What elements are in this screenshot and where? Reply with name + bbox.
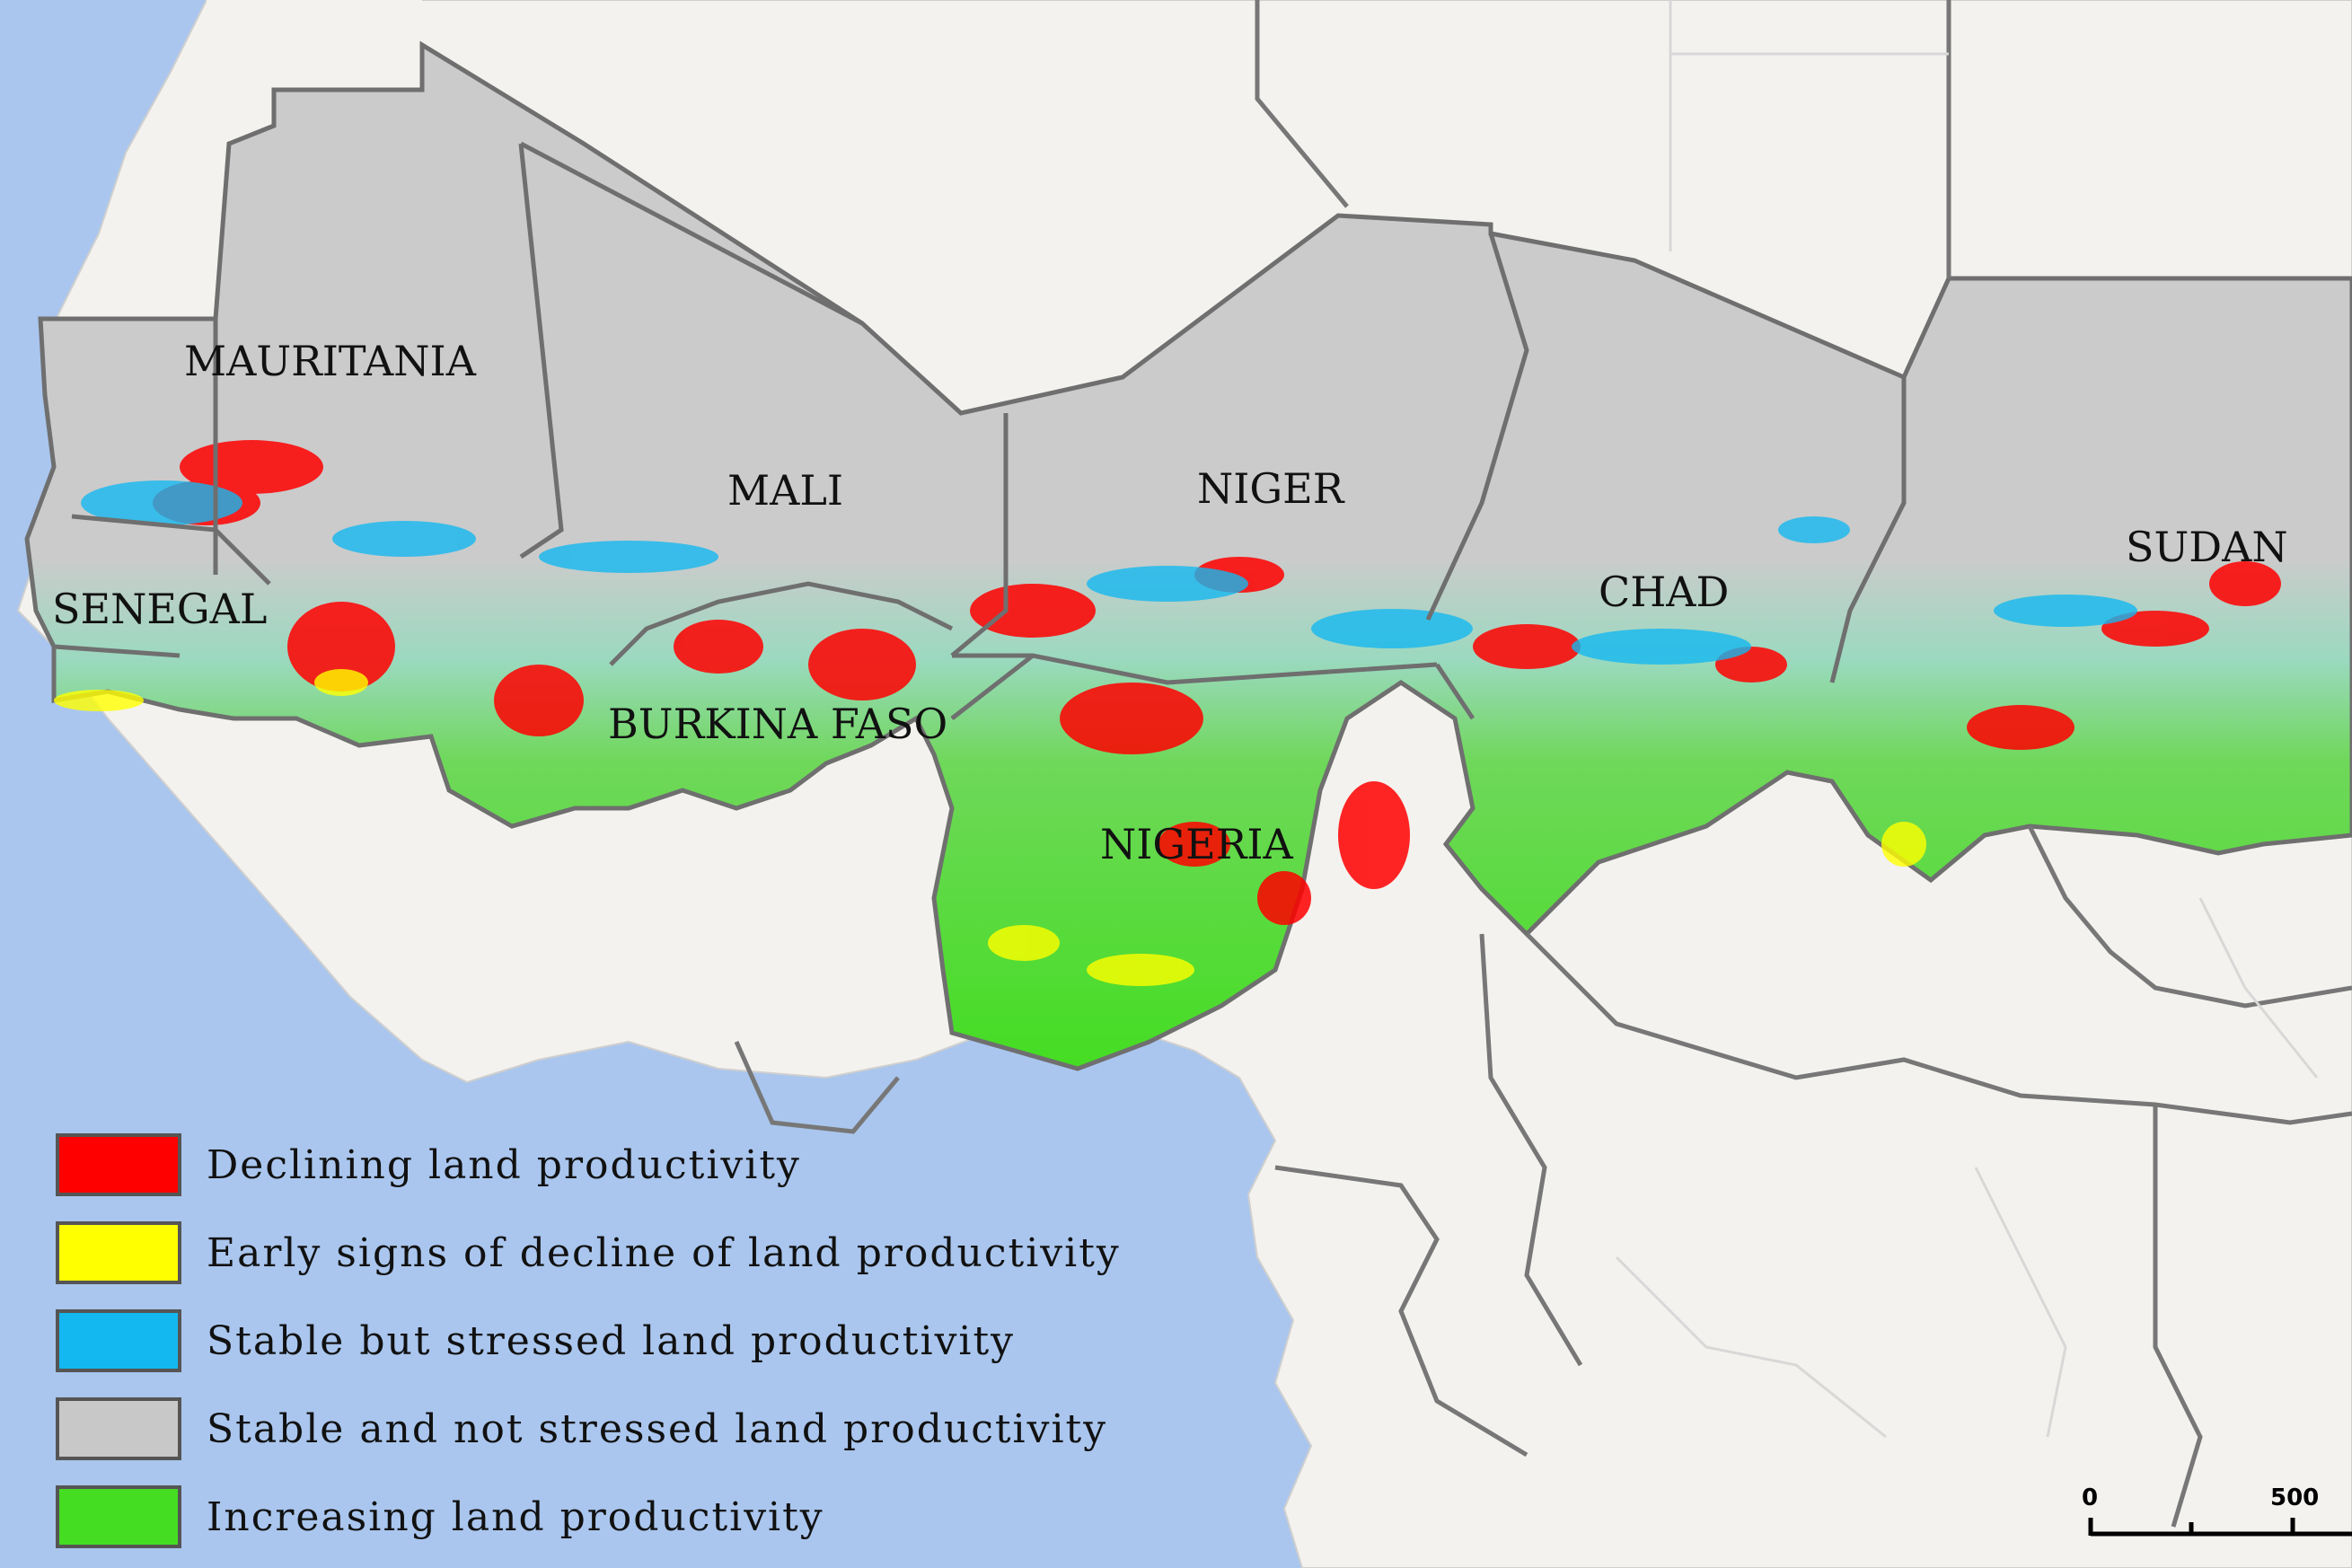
- legend-label: Early signs of decline of land productiv…: [207, 1229, 1121, 1276]
- legend-label: Stable and not stressed land productivit…: [207, 1405, 1108, 1452]
- legend-item-increasing: Increasing land productivity: [56, 1473, 1259, 1561]
- scale-bar: 0 500: [2082, 1484, 2352, 1537]
- country-borders: [53, 45, 1907, 720]
- north-africa: [207, 0, 422, 72]
- label-mauritania: MAURITANIA: [184, 337, 477, 385]
- sahel-region: [24, 40, 2352, 1071]
- legend-swatch: [56, 1133, 181, 1196]
- label-niger: NIGER: [1197, 464, 1345, 513]
- legend-label: Increasing land productivity: [207, 1493, 824, 1540]
- early-decline-areas: [54, 669, 1926, 986]
- legend-item-declining: Declining land productivity: [56, 1121, 1259, 1209]
- legend: Declining land productivity Early signs …: [56, 1121, 1259, 1561]
- legend-item-stable: Stable and not stressed land productivit…: [56, 1385, 1259, 1473]
- legend-label: Stable but stressed land productivity: [207, 1317, 1016, 1364]
- label-sudan: SUDAN: [2126, 523, 2288, 571]
- legend-swatch: [56, 1309, 181, 1372]
- light-borders: [1615, 0, 2319, 1439]
- label-senegal: SENEGAL: [52, 585, 267, 633]
- neighbour-borders: [734, 0, 2352, 1528]
- scale-tick-end: 500: [2270, 1484, 2319, 1511]
- label-burkina-faso: BURKINA FASO: [608, 700, 947, 748]
- legend-swatch: [56, 1485, 181, 1548]
- label-mali: MALI: [727, 466, 843, 515]
- legend-item-stressed: Stable but stressed land productivity: [56, 1297, 1259, 1385]
- legend-item-early-decline: Early signs of decline of land productiv…: [56, 1209, 1259, 1297]
- legend-swatch: [56, 1397, 181, 1460]
- legend-label: Declining land productivity: [207, 1141, 801, 1188]
- stressed-areas: [81, 480, 2137, 665]
- legend-swatch: [56, 1221, 181, 1284]
- label-chad: CHAD: [1599, 568, 1729, 616]
- label-nigeria: NIGERIA: [1100, 820, 1294, 868]
- scale-tick-start: 0: [2082, 1484, 2098, 1511]
